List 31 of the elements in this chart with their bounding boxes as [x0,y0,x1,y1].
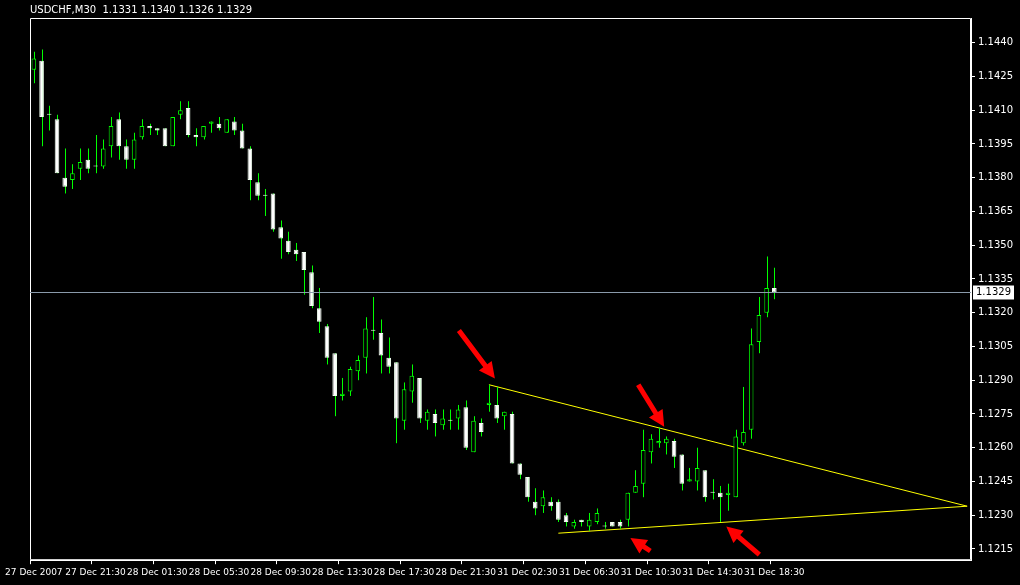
y-tick-label: 1.1410 [978,103,1014,115]
y-tick-label: 1.1290 [978,373,1014,385]
x-tick-label: 27 Dec 21:30 [65,566,127,577]
y-tick-label: 1.1335 [978,272,1014,284]
x-tick-label: 28 Dec 05:30 [188,566,250,577]
x-tick-label: 31 Dec 14:30 [682,566,744,577]
x-tick-label: 28 Dec 17:30 [373,566,435,577]
x-tick-label: 31 Dec 18:30 [744,566,805,577]
x-tick-label: 28 Dec 13:30 [312,566,373,577]
x-tick-label: 31 Dec 02:30 [497,566,559,577]
y-tick-label: 1.1230 [978,508,1014,520]
y-tick-label: 1.1320 [978,306,1014,318]
y-tick-label: 1.1275 [978,407,1014,419]
y-tick-label: 1.1215 [978,542,1014,554]
ref-line-label: 1.1329 [976,286,1012,298]
x-tick-label: 31 Dec 06:30 [558,566,620,577]
y-tick-label: 1.1380 [978,171,1014,183]
chart-title: USDCHF,M30 1.1331 1.1340 1.1326 1.1329 [30,3,253,15]
y-tick-label: 1.1395 [978,137,1014,149]
y-tick-label: 1.1350 [978,238,1014,250]
x-tick-label: 28 Dec 21:30 [435,566,497,577]
x-tick-label: 28 Dec 01:30 [127,566,188,577]
x-tick-label: 31 Dec 10:30 [620,566,682,577]
y-tick-label: 1.1425 [978,70,1014,82]
y-tick-label: 1.1365 [978,205,1014,217]
x-tick-label: 28 Dec 09:30 [250,566,312,577]
x-tick-label: 27 Dec 2007 [5,566,63,577]
y-tick-label: 1.1245 [978,475,1014,487]
y-tick-label: 1.1305 [978,340,1014,352]
y-tick-label: 1.1440 [978,36,1014,48]
y-tick-label: 1.1260 [978,441,1014,453]
